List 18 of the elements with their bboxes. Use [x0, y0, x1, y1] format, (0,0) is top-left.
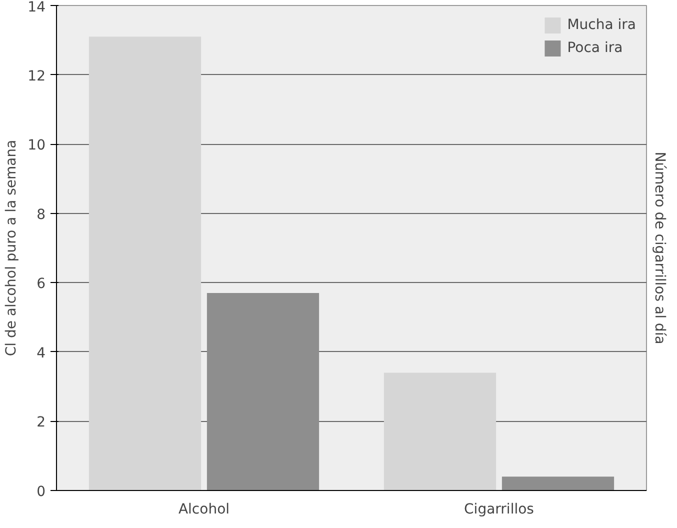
legend-label: Poca ira [567, 40, 623, 56]
x-tick-label: Alcohol [178, 502, 230, 518]
bar [384, 372, 496, 490]
bar [88, 36, 202, 490]
y2-axis-title: Número de cigarrillos al día [652, 152, 668, 344]
legend-label: Mucha ira [567, 17, 636, 33]
bar [502, 476, 614, 490]
y-tick-label: 14 [28, 0, 46, 16]
y-tick-label: 6 [36, 276, 46, 292]
x-tick-label: Cigarrillos [464, 502, 534, 518]
y-tick-label: 0 [36, 484, 46, 500]
y-tick-label: 4 [36, 345, 46, 362]
bar [206, 293, 320, 490]
y-tick-label: 12 [28, 68, 46, 84]
y-tick-label: 8 [36, 206, 46, 223]
y-tick-label: 2 [36, 414, 46, 431]
y-axis-title: Cl de alcohol puro a la semana [4, 140, 20, 356]
y-tick-label: 10 [28, 138, 46, 154]
